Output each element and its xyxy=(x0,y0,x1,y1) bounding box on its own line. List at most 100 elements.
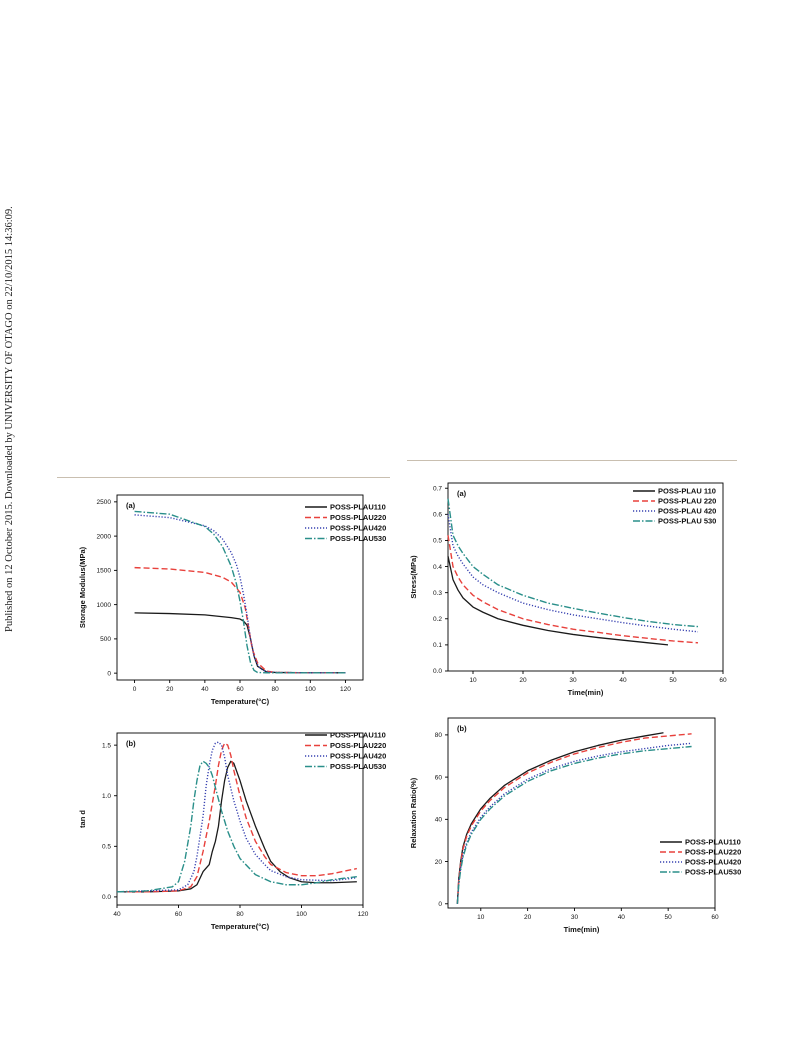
series-line-poss-plau220 xyxy=(456,733,692,904)
panel-label: (a) xyxy=(457,489,467,498)
y-axis-label: tan d xyxy=(78,810,87,828)
panel-label: (b) xyxy=(457,724,467,733)
legend-entry: POSS-PLAU 110 xyxy=(658,487,716,496)
y-tick-label: 0.6 xyxy=(433,512,442,519)
y-tick-label: 0.5 xyxy=(102,844,111,851)
y-tick-label: 0.0 xyxy=(433,668,442,675)
x-tick-label: 120 xyxy=(358,911,369,918)
y-tick-label: 2000 xyxy=(97,533,112,540)
x-tick-label: 100 xyxy=(296,911,307,918)
x-tick-label: 10 xyxy=(477,914,485,921)
legend-entry: POSS-PLAU 420 xyxy=(658,507,716,516)
plot-frame xyxy=(447,717,716,909)
y-tick-label: 0.7 xyxy=(433,485,442,492)
x-tick-label: 60 xyxy=(175,911,183,918)
x-axis-label: Time(min) xyxy=(564,925,600,934)
y-tick-label: 60 xyxy=(435,774,443,781)
series-line-poss-plau-530 xyxy=(447,498,699,628)
x-tick-label: 30 xyxy=(571,914,579,921)
plot-frame xyxy=(116,494,364,681)
y-tick-label: 20 xyxy=(435,859,443,866)
y-tick-label: 0.1 xyxy=(433,642,442,649)
y-tick-label: 0 xyxy=(438,901,442,908)
x-tick-label: 60 xyxy=(719,677,727,684)
legend-entry: POSS-PLAU220 xyxy=(330,513,386,522)
y-tick-label: 80 xyxy=(435,732,443,739)
x-tick-label: 0 xyxy=(133,686,137,693)
x-tick-label: 50 xyxy=(669,677,677,684)
series-line-poss-plau110 xyxy=(117,760,357,893)
legend-entry: POSS-PLAU 220 xyxy=(658,497,716,506)
x-tick-label: 40 xyxy=(618,914,626,921)
separator-rule-right xyxy=(407,460,737,461)
x-tick-label: 40 xyxy=(113,911,121,918)
y-tick-label: 0.3 xyxy=(433,590,442,597)
legend-entry: POSS-PLAU 530 xyxy=(658,517,716,526)
series-line-poss-plau-110 xyxy=(447,555,669,646)
legend-entry: POSS-PLAU530 xyxy=(330,534,386,543)
plot-frame xyxy=(447,482,724,672)
separator-rule-left xyxy=(57,477,390,478)
y-tick-label: 40 xyxy=(435,817,443,824)
legend-entry: POSS-PLAU110 xyxy=(330,731,386,740)
stress-relaxation-chart: 10 20 30 40 50 60 0.0 0.1 0.2 0.3 0.4 0.5 0.6 0.7 Time… xyxy=(409,482,727,697)
plot-area: 10 20 30 40 50 60 0 20 40 60 80 Time(min) Relaxation… xyxy=(409,717,741,934)
tan-delta-chart: 40 60 80 100 120 0.0 0.5 1.0 1.5 Temperature(°C) t… xyxy=(78,731,386,931)
x-axis-label: Temperature(°C) xyxy=(211,697,270,706)
x-tick-label: 10 xyxy=(469,677,477,684)
y-tick-label: 1.5 xyxy=(102,742,111,749)
plot-area: 10 20 30 40 50 60 0.0 0.1 0.2 0.3 0.4 0.5 0.6 0.7 Time… xyxy=(409,482,727,697)
legend-entry: POSS-PLAU110 xyxy=(330,503,386,512)
legend-entry: POSS-PLAU220 xyxy=(330,741,386,750)
x-tick-label: 20 xyxy=(524,914,532,921)
x-tick-label: 80 xyxy=(272,686,280,693)
x-tick-label: 20 xyxy=(519,677,527,684)
plot-area: 40 60 80 100 120 0.0 0.5 1.0 1.5 Temperature(°C) t… xyxy=(78,731,386,931)
x-tick-label: 30 xyxy=(569,677,577,684)
panel-label: (b) xyxy=(126,739,136,748)
legend-entry: POSS-PLAU220 xyxy=(685,848,741,857)
series-line-poss-plau530 xyxy=(134,510,346,674)
y-tick-label: 0.4 xyxy=(433,564,442,571)
legend-entry: POSS-PLAU420 xyxy=(330,752,386,761)
series-line-poss-plau530 xyxy=(116,760,357,893)
y-axis-label: Storage Modulus(MPa) xyxy=(78,546,87,628)
x-tick-label: 40 xyxy=(619,677,627,684)
x-tick-label: 80 xyxy=(236,911,244,918)
series-line-poss-plau420 xyxy=(456,742,692,904)
y-tick-label: 500 xyxy=(100,636,111,643)
download-margin-note: Published on 12 October 2015. Downloaded… xyxy=(4,206,15,632)
legend-entry: POSS-PLAU530 xyxy=(685,868,741,877)
x-tick-label: 120 xyxy=(340,686,351,693)
y-tick-label: 0 xyxy=(107,670,111,677)
legend-entry: POSS-PLAU530 xyxy=(330,762,386,771)
x-tick-label: 20 xyxy=(166,686,174,693)
x-tick-label: 50 xyxy=(665,914,673,921)
legend-entry: POSS-PLAU420 xyxy=(330,524,386,533)
series-line-poss-plau-220 xyxy=(447,535,699,644)
x-tick-label: 60 xyxy=(236,686,244,693)
y-tick-label: 0.5 xyxy=(433,538,442,545)
storage-modulus-chart: 0 20 40 60 80 100 120 0 500 1000 1500 2000 2500 Tempe… xyxy=(78,494,386,706)
legend-entry: POSS-PLAU420 xyxy=(685,858,741,867)
relaxation-ratio-chart: 10 20 30 40 50 60 0 20 40 60 80 Time(min) Relaxation… xyxy=(409,717,741,934)
y-tick-label: 1.0 xyxy=(102,793,111,800)
y-axis-label: Stress(MPa) xyxy=(409,555,418,599)
y-tick-label: 1000 xyxy=(97,602,112,609)
x-axis-label: Temperature(°C) xyxy=(211,922,270,931)
series-line-poss-plau110 xyxy=(134,612,346,674)
y-tick-label: 2500 xyxy=(97,499,112,506)
panel-label: (a) xyxy=(126,501,136,510)
y-tick-label: 0.2 xyxy=(433,616,442,623)
legend-entry: POSS-PLAU110 xyxy=(685,838,741,847)
series-line-poss-plau420 xyxy=(116,741,357,893)
series-line-poss-plau-420 xyxy=(447,514,699,633)
series-line-poss-plau220 xyxy=(117,742,357,893)
x-axis-label: Time(min) xyxy=(568,688,604,697)
y-axis-label: Relaxation Ratio(%) xyxy=(409,777,418,848)
y-tick-label: 0.0 xyxy=(102,894,111,901)
series-line-poss-plau530 xyxy=(456,745,692,904)
series-line-poss-plau220 xyxy=(134,566,346,674)
plot-area: 0 20 40 60 80 100 120 0 500 1000 1500 2000 2500 Tempe… xyxy=(78,494,386,706)
y-tick-label: 1500 xyxy=(97,568,112,575)
